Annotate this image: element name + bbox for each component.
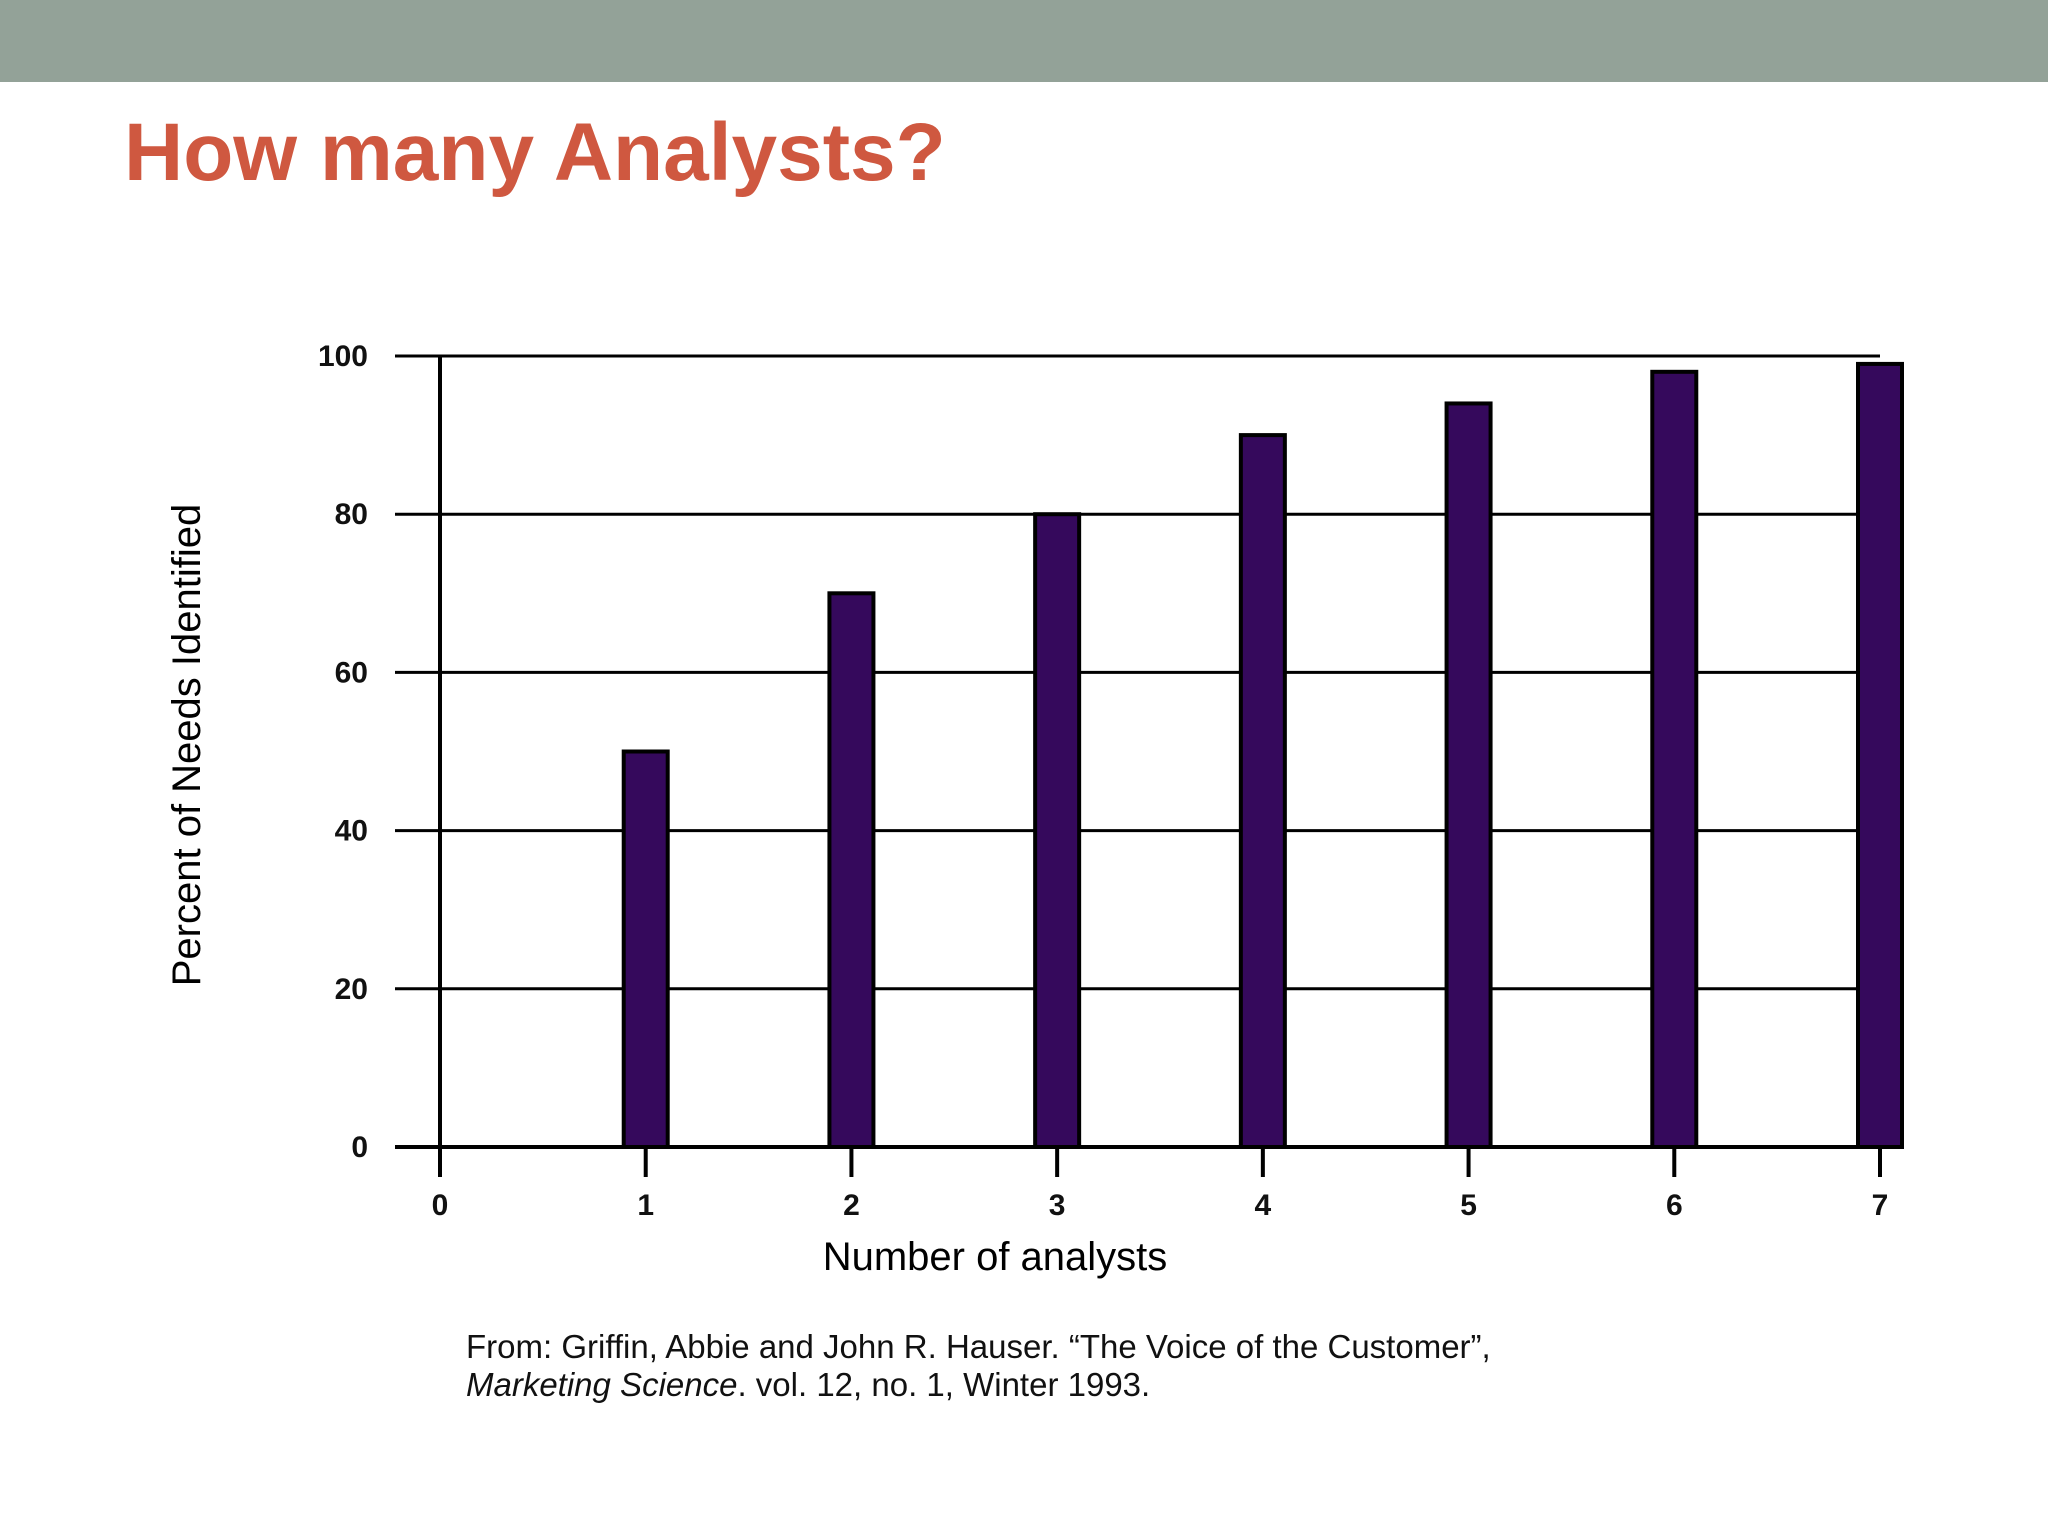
bar	[827, 591, 876, 1149]
x-tick-label: 5	[1460, 1189, 1477, 1222]
x-tick-label: 3	[1049, 1189, 1066, 1222]
bar	[1650, 369, 1699, 1149]
y-tick-label: 60	[335, 656, 368, 689]
citation-line-2: Marketing Science. vol. 12, no. 1, Winte…	[466, 1366, 1491, 1404]
x-tick-label: 4	[1255, 1189, 1272, 1222]
bar	[1444, 401, 1493, 1149]
citation-details: . vol. 12, no. 1, Winter 1993.	[737, 1366, 1151, 1403]
citation-line-1: From: Griffin, Abbie and John R. Hauser.…	[466, 1328, 1491, 1365]
bar	[621, 749, 670, 1149]
tick-labels: 0 20 40 60 80 100 0 1 2 3 4 5 6 7	[318, 340, 1888, 1222]
bars	[621, 361, 1904, 1150]
x-tick-label: 7	[1872, 1189, 1889, 1222]
axes	[395, 356, 1882, 1177]
x-axis-title: Number of analysts	[823, 1235, 1168, 1279]
x-tick-label: 1	[637, 1189, 654, 1222]
y-tick-label: 20	[335, 973, 368, 1006]
y-tick-label: 40	[335, 815, 368, 848]
x-tick-label: 0	[432, 1189, 449, 1222]
bar	[1238, 433, 1287, 1150]
y-tick-label: 100	[318, 340, 368, 373]
slide-title: How many Analysts?	[124, 107, 946, 198]
bar	[1033, 512, 1082, 1149]
bar	[1856, 361, 1904, 1150]
citation: From: Griffin, Abbie and John R. Hauser.…	[466, 1328, 1491, 1404]
y-tick-label: 0	[351, 1131, 368, 1164]
top-bar	[0, 0, 2048, 82]
y-axis-title: Percent of Needs Identified	[165, 504, 209, 987]
x-tick-label: 2	[843, 1189, 860, 1222]
y-tick-label: 80	[335, 498, 368, 531]
citation-journal: Marketing Science	[466, 1366, 738, 1403]
x-tick-label: 6	[1666, 1189, 1683, 1222]
